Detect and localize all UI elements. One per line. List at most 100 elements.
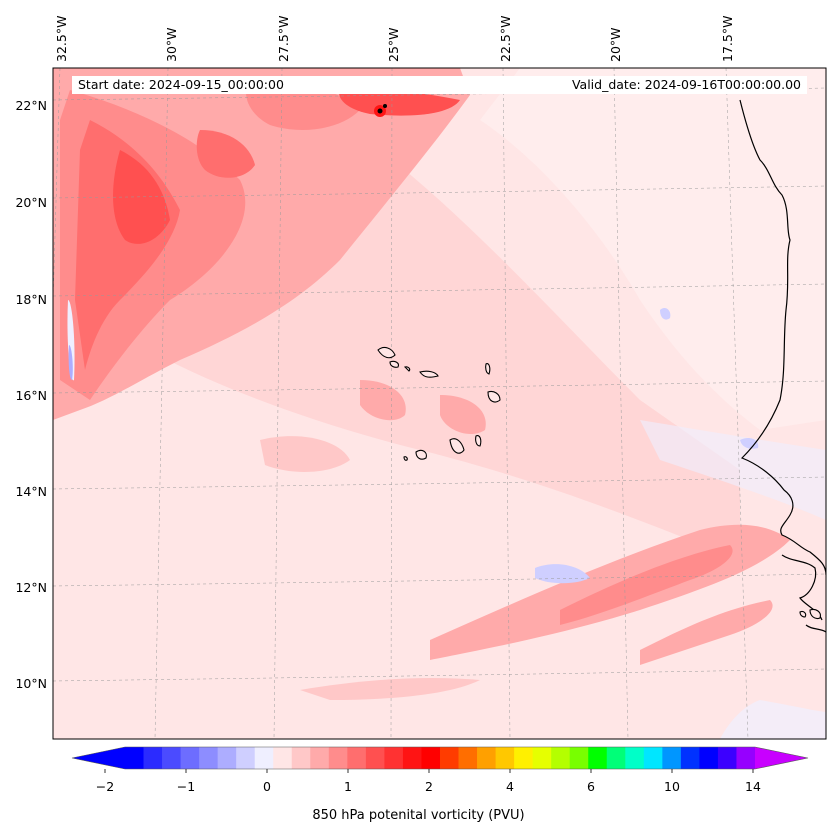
colorbar-over-arrow — [755, 747, 808, 769]
lon-label: 30°W — [164, 27, 179, 62]
colorbar-segment — [495, 747, 515, 769]
colorbar-segment — [699, 747, 719, 769]
colorbar-segment — [273, 747, 293, 769]
vorticity-cell-6-core — [383, 104, 387, 108]
colorbar-segment — [217, 747, 237, 769]
colorbar-tick-label: 2 — [425, 779, 433, 794]
negative-vorticity-east — [640, 420, 826, 520]
island-sao-vicente — [389, 360, 399, 368]
lat-label: 22°N — [15, 98, 47, 113]
gridlines — [53, 68, 826, 739]
island-santo-antao — [377, 346, 396, 359]
colorbar-segment — [680, 747, 700, 769]
negative-vorticity-south — [720, 700, 826, 739]
colorbar-segment — [717, 747, 737, 769]
colorbar-tick-label: −1 — [177, 779, 195, 794]
colorbar-segment — [551, 747, 571, 769]
lon-label: 27.5°W — [276, 16, 291, 62]
map-frame — [52, 67, 827, 740]
island-fogo — [415, 449, 427, 460]
lon-label: 22.5°W — [498, 16, 513, 62]
start-date-label: Start date: 2024-09-15_00:00:00 — [72, 76, 540, 94]
vorticity-cell-1 — [113, 150, 170, 244]
island-santiago — [449, 438, 465, 454]
vorticity-band-bottom — [300, 678, 480, 700]
vorticity-field — [53, 68, 826, 739]
vorticity-patch-a — [360, 380, 406, 421]
colorbar-ticks — [104, 769, 754, 773]
colorbar-tick-label: 14 — [745, 779, 761, 794]
colorbar-segment — [254, 747, 274, 769]
colorbar-segment — [643, 747, 663, 769]
low-vorticity-northeast — [480, 68, 826, 430]
island-bijagos-2 — [799, 610, 807, 618]
lat-label: 14°N — [15, 484, 47, 499]
lon-label: 20°W — [608, 27, 623, 62]
colorbar-tick-label: 1 — [344, 779, 352, 794]
negative-vorticity-patch-c — [660, 307, 671, 320]
colorbar-segment — [365, 747, 385, 769]
island-sal — [485, 363, 491, 375]
colorbar-title: 850 hPa potenital vorticity (PVU) — [312, 808, 525, 823]
vorticity-cell-4 — [339, 88, 460, 116]
colorbar-segment — [328, 747, 348, 769]
colorbar-segment — [310, 747, 330, 769]
lon-label: 25°W — [386, 27, 401, 62]
colorbar-segment — [532, 747, 552, 769]
vorticity-cell-2 — [196, 130, 255, 178]
negative-vorticity-strip-west-core — [68, 345, 73, 380]
colorbar-under-arrow — [72, 747, 125, 769]
colorbar-segment — [588, 747, 608, 769]
colorbar-segment — [347, 747, 367, 769]
negative-vorticity-patch-b — [740, 437, 759, 449]
colorbar-segment — [421, 747, 441, 769]
colorbar: −2 −1 0 1 2 4 6 10 14 — [71, 746, 809, 794]
vorticity-band-south — [640, 600, 773, 665]
colorbar-segment — [477, 747, 496, 769]
vorticity-patch-b — [440, 395, 486, 435]
vorticity-band-southeast-core — [560, 545, 733, 625]
lat-label: 10°N — [15, 676, 47, 691]
island-maio — [475, 435, 482, 447]
valid-date-label: Valid_date: 2024-09-16T00:00:00.00 — [534, 76, 807, 94]
lat-label: 18°N — [15, 292, 47, 307]
colorbar-segment — [162, 747, 181, 769]
island-boa-vista — [487, 390, 501, 403]
colorbar-segment — [440, 747, 459, 769]
colorbar-tick-label: −2 — [96, 779, 114, 794]
island-sao-nicolau — [419, 370, 439, 378]
colorbar-segment — [514, 747, 534, 769]
island-santa-luzia — [403, 366, 411, 372]
lat-label: 20°N — [15, 195, 47, 210]
island-bijagos-1 — [809, 608, 821, 620]
vorticity-cell-5-core — [377, 108, 383, 114]
island-brava — [403, 456, 408, 461]
colorbar-segment — [736, 747, 756, 769]
lat-label: 16°N — [15, 388, 47, 403]
lon-label: 32.5°W — [54, 16, 69, 62]
colorbar-segment — [291, 747, 311, 769]
colorbar-segment — [384, 747, 404, 769]
colorbar-tick-label: 4 — [506, 779, 514, 794]
colorbar-segment — [199, 747, 219, 769]
colorbar-segment — [143, 747, 163, 769]
latitude-labels: 22°N 20°N 18°N 16°N 14°N 12°N 10°N — [15, 98, 47, 691]
colorbar-outline — [71, 746, 809, 770]
colorbar-segment — [125, 747, 144, 769]
colorbar-segment — [569, 747, 589, 769]
colorbar-segment — [458, 747, 478, 769]
colorbar-segment — [606, 747, 626, 769]
lon-label: 17.5°W — [720, 16, 735, 62]
colorbar-segment — [662, 747, 682, 769]
colorbar-segment — [180, 747, 200, 769]
colorbar-segment — [625, 747, 645, 769]
lat-label: 12°N — [15, 580, 47, 595]
colorbar-segments — [125, 747, 756, 769]
colorbar-segment — [402, 747, 422, 769]
coastline — [739, 99, 826, 633]
colorbar-tick-label: 6 — [587, 779, 595, 794]
cape-verde-islands — [377, 346, 821, 620]
longitude-labels: 32.5°W 30°W 27.5°W 25°W 22.5°W 20°W 17.5… — [54, 16, 735, 62]
colorbar-tick-labels: −2 −1 0 1 2 4 6 10 14 — [96, 779, 761, 794]
